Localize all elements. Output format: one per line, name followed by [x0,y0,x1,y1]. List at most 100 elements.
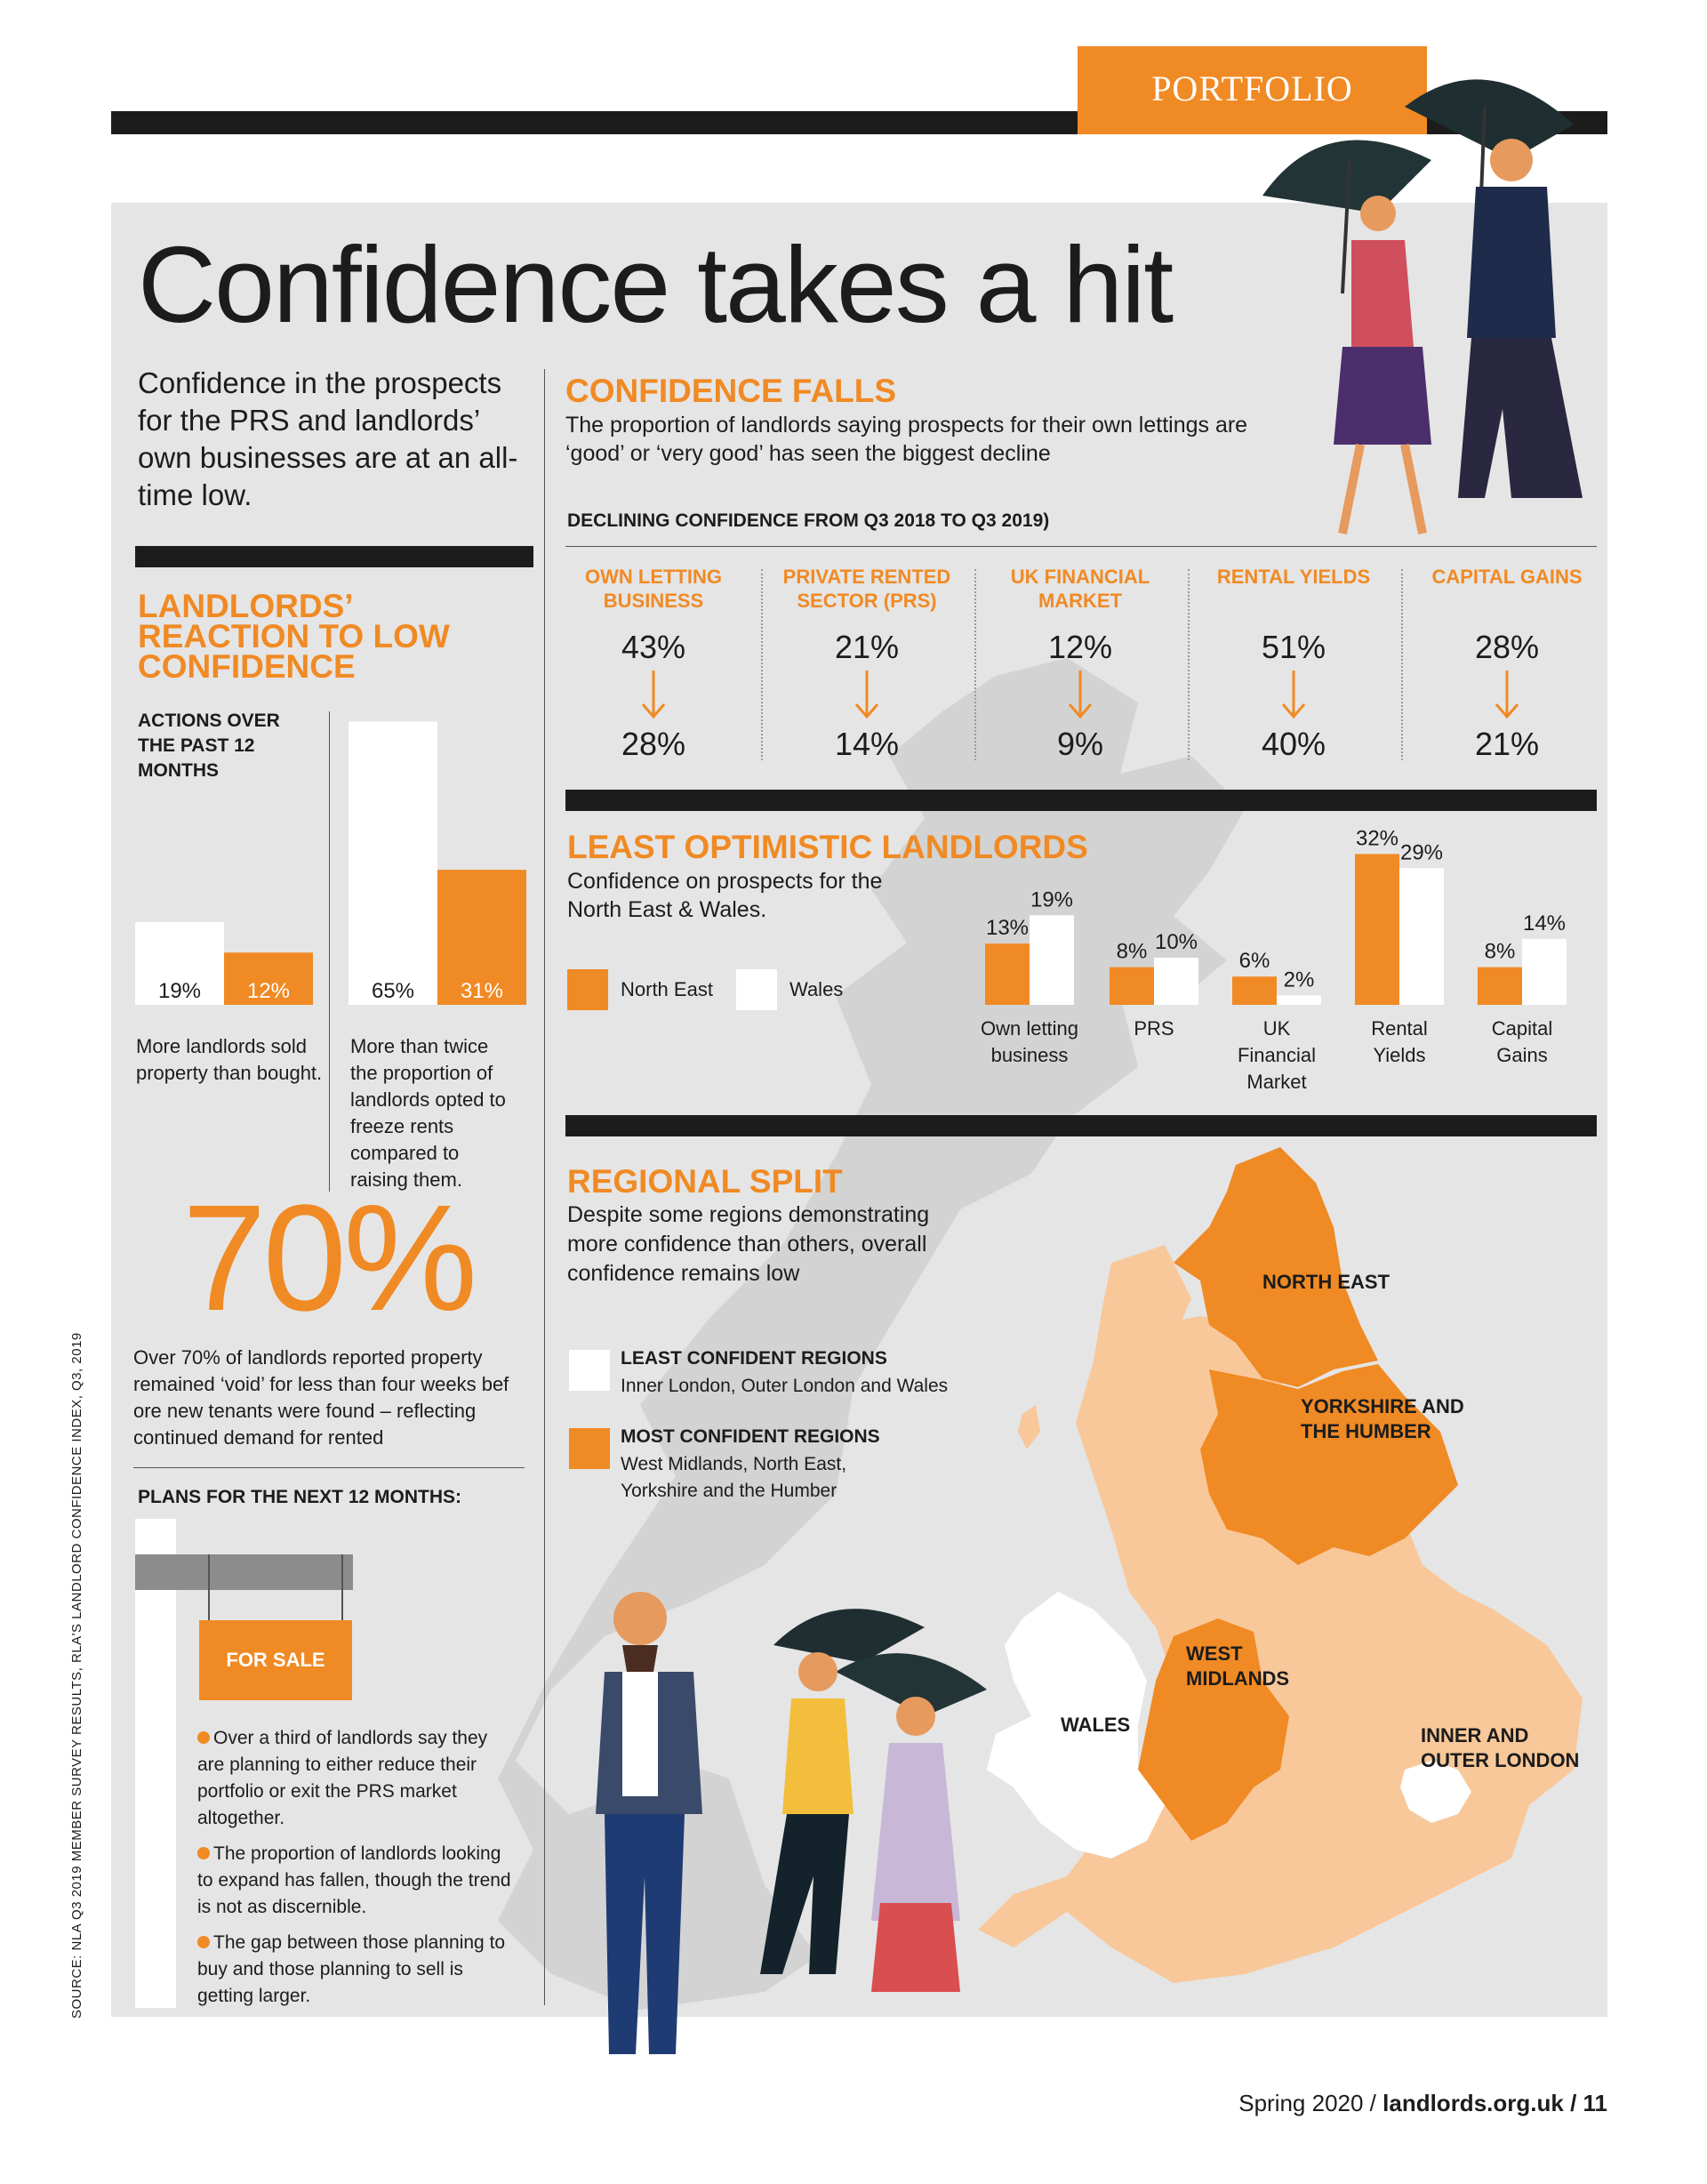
walking-people-illustration [596,1592,987,2054]
least-optimistic-bar [1399,868,1444,1005]
reaction-bar [135,921,224,1005]
falls-value-2019: 40% [1261,726,1326,762]
down-arrow-icon [641,670,666,719]
void-text: Over 70% of landlords reported property … [133,1346,509,1449]
reaction-bar-label: 31% [461,979,503,1003]
least-optimistic-category-label: PRS [1134,1017,1174,1040]
least-optimistic-category-label: Capital [1492,1017,1552,1040]
least-confident-text: Inner London, Outer London and Wales [621,1376,949,1396]
map-region-west-midlands [1138,1618,1289,1841]
least-optimistic-value-label: 8% [1117,940,1148,964]
for-sale-sign: FOR SALE [199,1620,352,1700]
void-rule [133,1467,525,1468]
sign-chain-left [208,1554,210,1621]
least-optimistic-bar [1232,976,1277,1005]
reaction-subtitle: ACTIONS OVER THE PAST 12 MONTHS [138,711,280,781]
reaction-divider [329,711,330,1192]
confidence-falls-title: CONFIDENCE FALLS [565,373,897,409]
least-optimistic-category-label: Market [1246,1071,1306,1093]
most-confident-title: MOST CONFIDENT REGIONS [621,1426,880,1447]
reaction-bar-chart: 19% 12% 65% 31% [135,721,526,1005]
least-optimistic-value-label: 6% [1239,949,1270,973]
falls-column-heading: CAPITAL GAINS [1431,566,1583,588]
column-divider [544,369,545,2005]
reaction-right-caption: More than twice the proportion of landlo… [350,1035,506,1191]
plans-bullet-1-text: Over a third of landlords say they are p… [197,1728,488,1828]
least-optimistic-category-label: Financial [1238,1044,1316,1066]
map-label-north-east: NORTH EAST [1262,1271,1390,1293]
sign-arm [135,1554,353,1590]
falls-column-heading: UK FINANCIAL MARKET [1010,566,1150,612]
map-isle-of-man [1018,1405,1040,1449]
bullet-dot-icon [197,1936,210,1948]
least-optimistic-category-label: Yields [1373,1044,1425,1066]
map-region-wales [987,1592,1165,1859]
plans-bullet-1: Over a third of landlords say they are p… [197,1725,517,1832]
footer-season: Spring 2020 / [1238,2090,1376,2116]
falls-value-2018: 12% [1047,629,1113,665]
map-label-wales: WALES [1061,1714,1131,1736]
reaction-bar-label: 12% [247,979,290,1003]
falls-value-2018: 28% [1474,629,1540,665]
regional-map [978,1147,1583,1983]
least-optimistic-bar [1277,995,1321,1005]
plans-bullet-3: The gap between those planning to buy an… [197,1930,517,2010]
bullet-dot-icon [197,1731,210,1744]
void-big-number: 70% [182,1174,477,1343]
map-region-north-east [1174,1147,1378,1387]
most-confident-text: West Midlands, North East, Yorkshire and… [621,1454,847,1501]
legend-label-north-east: North East [621,978,713,1000]
footer-site-link[interactable]: landlords.org.uk [1382,2090,1564,2116]
sign-post [135,1519,176,2008]
falls-value-2019: 9% [1056,726,1104,762]
least-optimistic-value-label: 29% [1400,840,1443,864]
legend-swatch-north-east [567,969,608,1010]
confidence-falls-text: The proportion of landlords saying prosp… [565,413,1248,466]
sign-chain-right [341,1554,343,1621]
falls-column-divider [1188,569,1190,760]
source-note: SOURCE: NLA Q3 2019 MEMBER SURVEY RESULT… [69,1332,84,2019]
least-optimistic-bar [985,943,1030,1005]
map-region-london [1400,1761,1471,1823]
least-optimistic-bar [1030,915,1074,1005]
least-optimistic-bar [1154,958,1198,1005]
least-optimistic-bar-chart: 13%19% Own letting business 8% 10% PRS 6% 2% UK F… [981,827,1567,1093]
regional-title: REGIONAL SPLIT [567,1163,843,1200]
falls-value-2019: 28% [621,726,686,762]
down-arrow-icon [1281,670,1306,719]
plans-bullet-2-text: The proportion of landlords looking to e… [197,1843,511,1917]
mid-rule-2 [565,1115,1597,1136]
falls-column-divider [974,569,976,760]
falls-column-divider [1401,569,1403,760]
down-arrow-icon [1495,670,1519,719]
left-rule [135,546,533,567]
least-optimistic-text: Confidence on prospects for the North Ea… [567,869,883,922]
reaction-bar-label: 19% [158,979,201,1003]
plans-title: PLANS FOR THE NEXT 12 MONTHS: [138,1487,462,1507]
reaction-bar [349,721,437,1005]
legend-label-wales: Wales [789,978,844,1000]
confidence-falls-subhead: DECLINING CONFIDENCE FROM Q3 2018 TO Q3 … [567,510,1050,531]
page-footer: Spring 2020 / landlords.org.uk / 11 [1238,2090,1607,2117]
least-optimistic-bar [1110,967,1154,1005]
falls-column-divider [761,569,763,760]
least-optimistic-value-label: 14% [1523,911,1566,935]
reaction-bar [437,870,526,1005]
falls-column-heading: PRIVATE RENTED SECTOR (PRS) [782,566,951,612]
falls-value-2019: 21% [1474,726,1540,762]
reaction-title: LANDLORDS’ REACTION TO LOW CONFIDENCE [138,588,450,685]
bullet-dot-icon [197,1847,210,1859]
map-region-yorkshire [1200,1364,1458,1565]
confidence-falls-rule [565,546,1597,547]
falls-value-2018: 21% [834,629,900,665]
least-optimistic-category-label: UK [1263,1017,1291,1040]
least-optimistic-category-label: Own letting [981,1017,1078,1040]
map-label-west-midlands: WEST MIDLANDS [1186,1642,1290,1690]
falls-column-heading: OWN LETTING BUSINESS [585,566,722,612]
least-optimistic-value-label: 2% [1284,968,1315,992]
reaction-left-caption: More landlords sold property than bought… [136,1035,323,1084]
least-optimistic-title: LEAST OPTIMISTIC LANDLORDS [567,829,1088,865]
least-optimistic-category-label: Gains [1496,1044,1547,1066]
footer-page-number: / 11 [1570,2090,1607,2116]
map-label-london: INNER AND OUTER LONDON [1421,1724,1580,1771]
